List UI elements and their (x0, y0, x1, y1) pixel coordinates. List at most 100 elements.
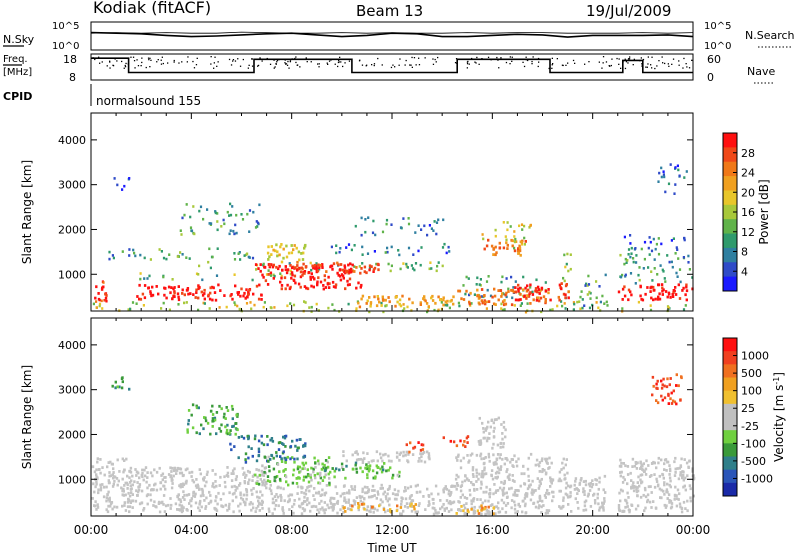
velocity-cell (680, 506, 684, 510)
power-cell (312, 285, 315, 289)
power-cell (580, 290, 583, 293)
velocity-cell (279, 455, 282, 458)
power-cell (177, 285, 180, 288)
velocity-cell (275, 499, 278, 502)
velocity-cell (137, 488, 141, 492)
power-cell (442, 303, 445, 307)
power-cell (143, 256, 146, 260)
velocity-cell (191, 478, 194, 482)
power-cell (241, 218, 245, 221)
velocity-cell (471, 466, 475, 469)
velocity-cell (335, 467, 338, 471)
power-cell (544, 300, 547, 303)
velocity-cell (357, 502, 360, 505)
power-cell (526, 294, 529, 297)
velocity-cell (230, 404, 234, 408)
velocity-cell (473, 505, 476, 509)
velocity-cell (465, 502, 468, 505)
nave-point (682, 67, 684, 69)
velocity-cell (355, 458, 359, 462)
power-cell (401, 294, 404, 298)
velocity-cell (304, 442, 307, 446)
power-cell (160, 307, 163, 310)
velocity-cell (231, 417, 234, 421)
velocity-cell (389, 509, 392, 513)
power-cell (291, 273, 294, 277)
velocity-cell (502, 486, 506, 490)
power-cell (576, 300, 579, 304)
velocity-cell (570, 510, 573, 513)
velocity-cell (499, 465, 503, 468)
power-cell (681, 289, 684, 292)
power-cell (270, 263, 273, 266)
power-cell (328, 286, 331, 289)
power-cell (410, 264, 413, 267)
nave-point (565, 64, 567, 66)
x-tick-label: 08:00 (274, 523, 309, 537)
nave-point (150, 59, 152, 61)
velocity-cell (209, 409, 213, 413)
power-cell (180, 233, 183, 236)
power-cell (661, 286, 664, 290)
velocity-cell (547, 492, 551, 495)
velocity-cell (255, 482, 259, 485)
velocity-cell (123, 484, 126, 487)
power-cell (655, 242, 658, 246)
power-cell (216, 247, 219, 250)
nave-point (672, 58, 675, 60)
velocity-cell (545, 459, 548, 463)
power-cell (272, 263, 275, 267)
velocity-cell (669, 479, 672, 483)
velocity-cell (353, 488, 356, 491)
power-cell (583, 304, 586, 307)
velocity-cell (157, 500, 161, 504)
velocity-cell (619, 499, 622, 503)
power-cell (284, 265, 287, 268)
velocity-cell (353, 485, 357, 488)
power-cell (162, 301, 165, 305)
velocity-cell (625, 501, 629, 505)
power-cell (334, 285, 337, 289)
power-cell (257, 267, 260, 270)
power-cell (353, 244, 356, 247)
velocity-cell (501, 457, 504, 461)
velocity-cell (323, 492, 326, 495)
velocity-cell (281, 442, 284, 445)
nsky-tick-top: 10^5 (52, 21, 79, 32)
velocity-cell (639, 461, 642, 465)
power-cell (183, 301, 186, 305)
velocity-cell (406, 506, 409, 509)
velocity-cell (623, 509, 626, 513)
velocity-cell (174, 502, 178, 506)
velocity-cell (301, 501, 304, 505)
velocity-cell (603, 474, 607, 478)
power-cell (192, 293, 195, 296)
vel-colorbar-swatch (723, 443, 737, 457)
velocity-cell (513, 507, 517, 511)
velocity-cell (192, 494, 195, 498)
velocity-cell (576, 492, 579, 495)
velocity-cell (450, 491, 453, 494)
power-cell (398, 302, 401, 306)
velocity-cell (471, 483, 475, 486)
velocity-cell (482, 427, 485, 430)
velocity-cell (248, 470, 251, 474)
power-cell (364, 230, 367, 234)
velocity-cell (323, 475, 326, 479)
velocity-cell (558, 489, 561, 493)
velocity-cell (503, 462, 506, 466)
velocity-cell (225, 431, 228, 435)
nave-point (230, 64, 233, 66)
velocity-cell (417, 441, 420, 444)
velocity-cell (362, 502, 366, 506)
power-colorbar-tick: 12 (741, 226, 755, 239)
velocity-cell (420, 455, 423, 459)
nave-point (410, 64, 412, 66)
velocity-cell (141, 472, 144, 475)
power-cell (171, 297, 174, 301)
velocity-cell (371, 505, 374, 509)
velocity-cell (339, 494, 342, 498)
power-cell (290, 251, 294, 255)
nave-point (497, 59, 499, 61)
velocity-cell (569, 494, 572, 498)
